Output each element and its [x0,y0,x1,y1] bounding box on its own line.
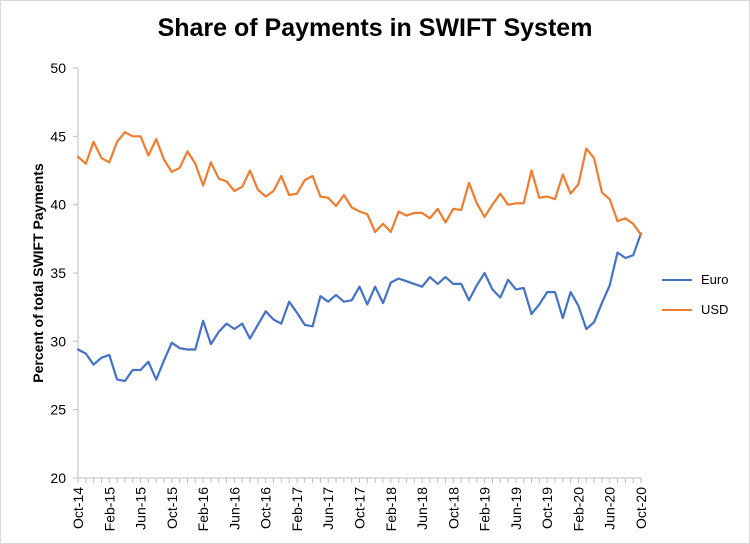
legend-item-usd: USD [662,302,728,317]
y-tick-label-30: 30 [50,333,66,349]
legend-swatch-euro [662,278,692,281]
x-tick-label-Jun-15: Jun-15 [133,487,149,530]
legend-swatch-usd [662,308,692,311]
x-tick-label-Feb-15: Feb-15 [101,487,117,532]
y-tick-label-25: 25 [50,402,66,418]
x-tick-label-Jun-16: Jun-16 [226,487,242,530]
y-tick-label-50: 50 [50,60,66,76]
x-tick-label-Feb-20: Feb-20 [570,487,586,532]
legend-item-euro: Euro [662,272,728,287]
x-tick-label-Oct-20: Oct-20 [633,487,649,529]
x-tick-label-Jun-20: Jun-20 [602,487,618,530]
x-tick-label-Oct-17: Oct-17 [352,487,368,529]
x-tick-label-Feb-16: Feb-16 [195,487,211,532]
x-tick-label-Jun-19: Jun-19 [508,487,524,530]
chart-title: Share of Payments in SWIFT System [157,14,593,42]
x-tick-label-Jun-18: Jun-18 [414,487,430,530]
y-tick-label-35: 35 [50,265,66,281]
x-tick-label-Oct-18: Oct-18 [445,487,461,529]
series-line-euro [76,232,643,383]
x-tick-label-Oct-15: Oct-15 [164,487,180,529]
y-tick-label-20: 20 [50,470,66,486]
legend-label-usd: USD [701,302,729,317]
x-tick-label-Oct-14: Oct-14 [70,487,86,529]
x-tick-label-Feb-18: Feb-18 [383,487,399,532]
y-tick-label-45: 45 [50,128,66,144]
y-tick-label-40: 40 [50,197,66,213]
x-tick-label-Feb-19: Feb-19 [477,487,493,532]
series-line-usd [76,131,643,236]
legend-label-euro: Euro [701,272,729,287]
x-tick-label-Jun-17: Jun-17 [320,487,336,530]
x-tick-label-Feb-17: Feb-17 [289,487,305,532]
x-tick-label-Oct-16: Oct-16 [258,487,274,529]
x-tick-label-Oct-19: Oct-19 [539,487,555,529]
